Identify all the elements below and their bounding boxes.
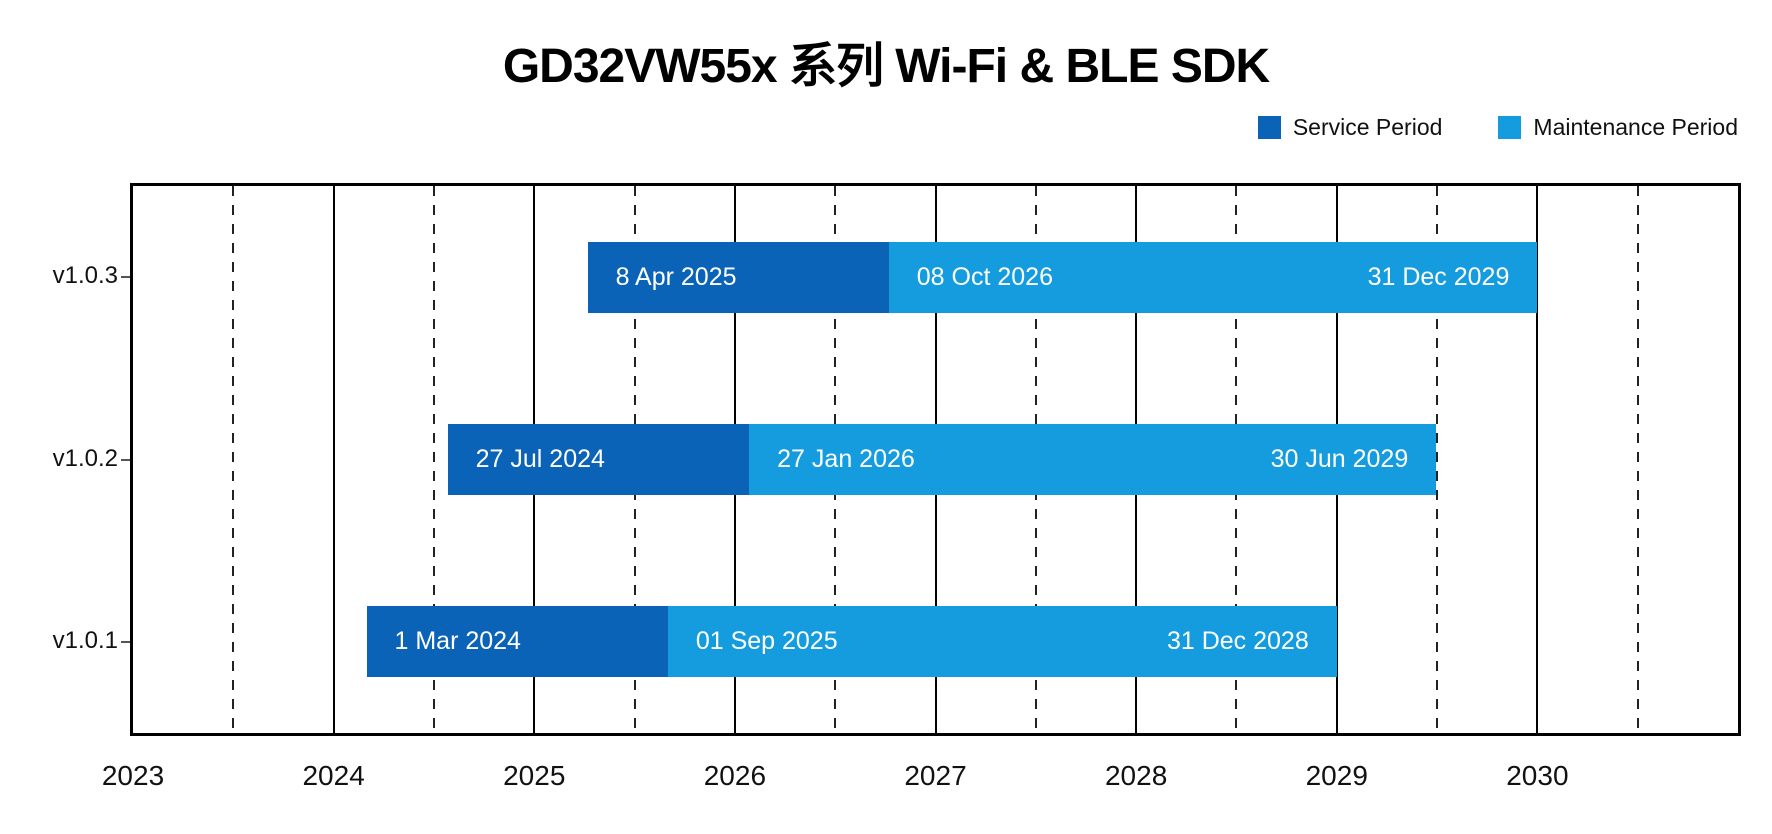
gridline-2029.5-dashed [1436, 186, 1439, 733]
x-tick-label-2024: 2024 [302, 760, 365, 791]
row-label-v1.0.3: v1.0.3 [52, 262, 118, 290]
y-tick-v1.0.3 [121, 276, 133, 279]
bar-v1.0.3-service-period [587, 241, 889, 313]
gridline-2030 [1536, 186, 1539, 733]
bar-label-v1.0.3-end: 31 Dec 2029 [1367, 262, 1510, 291]
bar-v1.0.1-service-period [366, 606, 668, 678]
y-tick-v1.0.2 [121, 458, 133, 461]
legend-label-service-period: Service Period [1292, 114, 1443, 140]
service-period-swatch [1257, 116, 1281, 139]
gridline-2030.5-dashed [1636, 186, 1639, 733]
x-tick-label-2027: 2027 [904, 760, 967, 791]
y-axis-labels: v1.0.3 v1.0.2 v1.0.1 [0, 186, 118, 733]
gridline-2024 [332, 186, 335, 733]
bar-label-v1.0.2-end: 30 Jun 2029 [1270, 445, 1409, 473]
bar-v1.0.3-maintenance-period [888, 241, 1538, 313]
row-label-v1.0.2: v1.0.2 [52, 444, 118, 472]
legend-label-maintenance-period: Maintenance Period [1533, 114, 1738, 140]
legend: Service Period Maintenance Period [1257, 114, 1738, 141]
x-axis-labels: 2023 2024 2025 2026 2027 2028 2029 2030 [102, 760, 1738, 800]
x-tick-label-2023: 2023 [101, 760, 165, 791]
bar-v1.0.1-maintenance-period [667, 606, 1337, 678]
bar-v1.0.2-maintenance-period [749, 424, 1437, 495]
bar-label-v1.0.3-service-start: 8 Apr 2025 [615, 262, 737, 291]
bar-label-v1.0.1-service-start: 1 Mar 2024 [394, 627, 521, 656]
x-tick-label-2026: 2026 [703, 760, 767, 791]
bar-label-v1.0.1-maintenance-start: 01 Sep 2025 [695, 627, 838, 656]
chart-title: GD32VW55x 系列 Wi-Fi & BLE SDK [502, 40, 1270, 93]
plot-area: 8 Apr 2025 08 Oct 2026 31 Dec 2029 27 Jul 2… [121, 183, 1741, 736]
x-tick-label-2030: 2030 [1506, 760, 1569, 791]
bar-label-v1.0.2-service-start: 27 Jul 2024 [475, 445, 605, 473]
y-tick-v1.0.1 [121, 640, 133, 643]
bar-v1.0.2-service-period [447, 424, 750, 495]
gridline-2024.5-dashed [432, 186, 435, 733]
row-label-v1.0.1: v1.0.1 [52, 626, 118, 654]
x-tick-label-2025: 2025 [503, 760, 566, 791]
bar-label-v1.0.3-maintenance-start: 08 Oct 2026 [916, 262, 1053, 291]
bar-label-v1.0.2-maintenance-start: 27 Jan 2026 [777, 445, 915, 473]
legend-item-service-period: Service Period [1257, 114, 1443, 141]
legend-item-maintenance-period: Maintenance Period [1498, 114, 1738, 141]
x-tick-label-2028: 2028 [1104, 760, 1168, 791]
gridline-2023.5-dashed [232, 186, 235, 733]
bar-label-v1.0.1-end: 31 Dec 2028 [1166, 627, 1309, 656]
x-tick-label-2029: 2029 [1305, 760, 1368, 791]
maintenance-period-swatch [1498, 116, 1522, 139]
